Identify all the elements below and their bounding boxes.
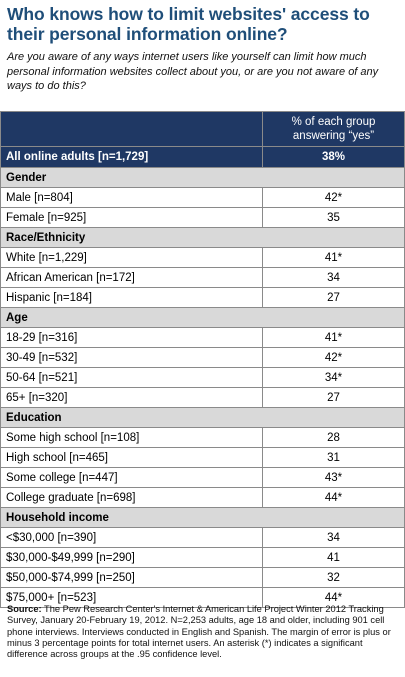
row-value: 34 — [262, 267, 405, 288]
table-row: 18-29 [n=316] 41* — [0, 327, 405, 348]
row-label: College graduate [n=698] — [0, 487, 263, 508]
row-label: $30,000-$49,999 [n=290] — [0, 547, 263, 568]
row-value: 44* — [262, 487, 405, 508]
table-row: White [n=1,229] 41* — [0, 247, 405, 268]
row-value: 42* — [262, 187, 405, 208]
table-row: $30,000-$49,999 [n=290] 41 — [0, 547, 405, 568]
table-row: 50-64 [n=521] 34* — [0, 367, 405, 388]
row-value: 34* — [262, 367, 405, 388]
row-label: 18-29 [n=316] — [0, 327, 263, 348]
results-table: % of each group answering “yes” All onli… — [0, 111, 405, 608]
source-note: Source: The Pew Research Center's Intern… — [7, 604, 403, 660]
row-value: 41* — [262, 327, 405, 348]
table-row: Some college [n=447] 43* — [0, 467, 405, 488]
row-value: 43* — [262, 467, 405, 488]
table-row: Some high school [n=108] 28 — [0, 427, 405, 448]
row-value: 35 — [262, 207, 405, 228]
row-value: 32 — [262, 567, 405, 588]
all-adults-label: All online adults [n=1,729] — [0, 146, 263, 168]
section-header-row: Race/Ethnicity — [0, 227, 405, 248]
row-label: $50,000-$74,999 [n=250] — [0, 567, 263, 588]
table-row: Female [n=925] 35 — [0, 207, 405, 228]
section-heading: Gender — [0, 167, 405, 188]
row-label: $75,000+ [n=523] — [0, 587, 263, 608]
column-header: % of each group answering “yes” — [262, 111, 405, 147]
row-label: Some high school [n=108] — [0, 427, 263, 448]
section-heading: Age — [0, 307, 405, 328]
row-value: 41 — [262, 547, 405, 568]
section-header-row: Household income — [0, 507, 405, 528]
row-label: Hispanic [n=184] — [0, 287, 263, 308]
source-label: Source: — [7, 604, 42, 614]
table-row: 30-49 [n=532] 42* — [0, 347, 405, 368]
row-value: 27 — [262, 287, 405, 308]
section-header-row: Education — [0, 407, 405, 428]
page-title: Who knows how to limit websites' access … — [7, 4, 370, 44]
row-value: 31 — [262, 447, 405, 468]
table-row: African American [n=172] 34 — [0, 267, 405, 288]
section-heading: Household income — [0, 507, 405, 528]
row-label: 65+ [n=320] — [0, 387, 263, 408]
section-header-row: Age — [0, 307, 405, 328]
table-row: Male [n=804] 42* — [0, 187, 405, 208]
section-header-row: Gender — [0, 167, 405, 188]
table-row: 65+ [n=320] 27 — [0, 387, 405, 408]
row-label: Male [n=804] — [0, 187, 263, 208]
row-value: 42* — [262, 347, 405, 368]
table-row: College graduate [n=698] 44* — [0, 487, 405, 508]
table-row: High school [n=465] 31 — [0, 447, 405, 468]
table-row: <$30,000 [n=390] 34 — [0, 527, 405, 548]
row-label: African American [n=172] — [0, 267, 263, 288]
all-adults-row: All online adults [n=1,729] 38% — [0, 146, 405, 168]
row-label: 50-64 [n=521] — [0, 367, 263, 388]
section-heading: Education — [0, 407, 405, 428]
row-value: 28 — [262, 427, 405, 448]
row-label: White [n=1,229] — [0, 247, 263, 268]
row-label: <$30,000 [n=390] — [0, 527, 263, 548]
table-row: $50,000-$74,999 [n=250] 32 — [0, 567, 405, 588]
row-value: 44* — [262, 587, 405, 608]
row-value: 41* — [262, 247, 405, 268]
header-blank-cell — [0, 111, 263, 147]
row-label: 30-49 [n=532] — [0, 347, 263, 368]
table-row: Hispanic [n=184] 27 — [0, 287, 405, 308]
row-value: 34 — [262, 527, 405, 548]
question-text: Are you aware of any ways internet users… — [7, 51, 379, 92]
table-body: All online adults [n=1,729] 38% Gender Ma… — [0, 146, 405, 608]
row-value: 27 — [262, 387, 405, 408]
all-adults-value: 38% — [262, 146, 405, 168]
source-text: The Pew Research Center's Internet & Ame… — [7, 604, 391, 660]
section-heading: Race/Ethnicity — [0, 227, 405, 248]
row-label: High school [n=465] — [0, 447, 263, 468]
row-label: Some college [n=447] — [0, 467, 263, 488]
table-row: $75,000+ [n=523] 44* — [0, 587, 405, 608]
row-label: Female [n=925] — [0, 207, 263, 228]
